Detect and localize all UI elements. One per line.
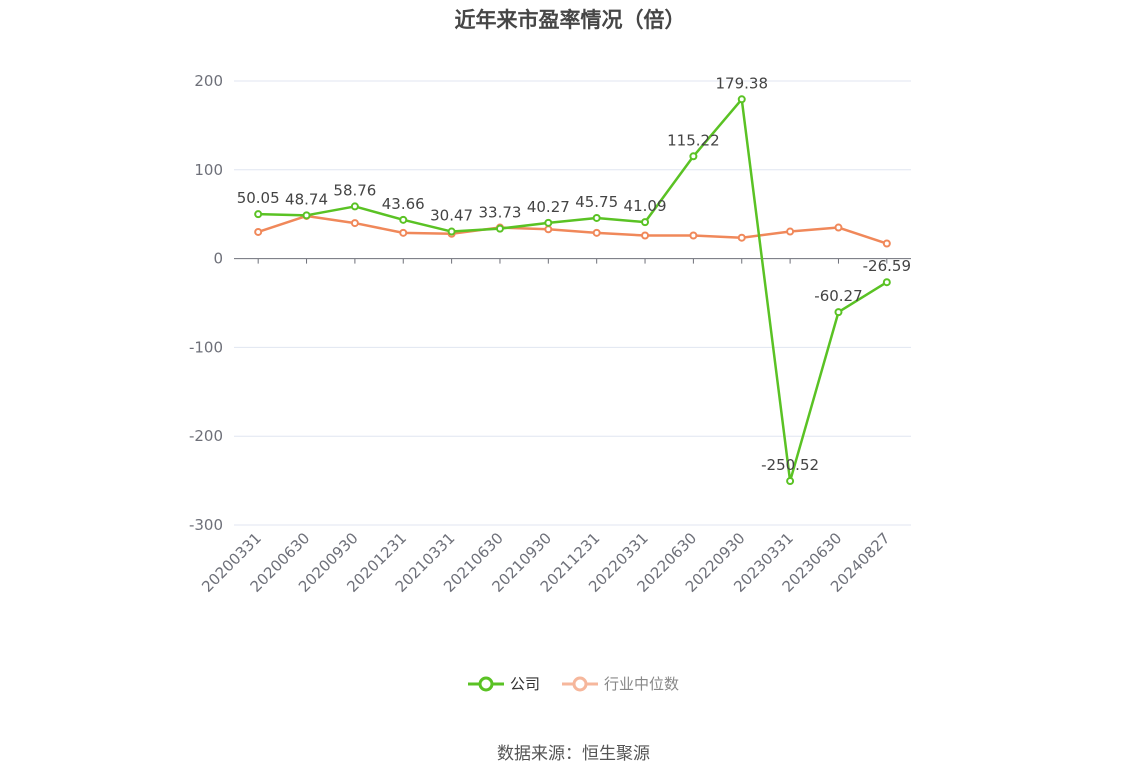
- data-point-industry-median: [544, 225, 553, 234]
- data-point-company: [689, 152, 698, 161]
- data-label: 41.09: [624, 197, 667, 215]
- y-tick-label: 100: [194, 161, 223, 179]
- data-label: 45.75: [575, 193, 618, 211]
- data-source: 数据来源：恒生聚源: [497, 744, 650, 764]
- company-line-icon: [467, 676, 504, 691]
- data-point-company: [882, 278, 891, 287]
- data-point-industry-median: [350, 219, 359, 228]
- data-label: 43.66: [382, 195, 425, 213]
- data-point-industry-median: [882, 239, 891, 248]
- data-label: 40.27: [527, 198, 570, 216]
- grid-lines: [234, 80, 911, 526]
- data-point-company: [786, 477, 795, 486]
- data-point-industry-median: [399, 228, 408, 237]
- data-label: 179.38: [716, 74, 769, 92]
- y-tick-label: -200: [189, 427, 223, 445]
- y-tick-label: -300: [189, 516, 223, 534]
- series-lines: [254, 95, 891, 486]
- legend-item-company[interactable]: 公司: [467, 673, 540, 694]
- data-label: 50.05: [237, 189, 280, 207]
- data-label: -60.27: [814, 287, 862, 305]
- data-point-company: [254, 210, 263, 219]
- data-label: 48.74: [285, 190, 328, 208]
- data-point-company: [737, 95, 746, 104]
- legend-label-company: 公司: [509, 675, 540, 693]
- data-point-company: [592, 213, 601, 222]
- data-point-company: [544, 218, 553, 227]
- data-point-industry-median: [786, 227, 795, 236]
- industry-median-line-icon: [562, 676, 598, 691]
- data-label: 33.73: [478, 204, 521, 222]
- data-point-company: [834, 308, 843, 317]
- data-label: -26.59: [863, 257, 911, 275]
- data-point-industry-median: [737, 233, 746, 242]
- legend-item-industry-median[interactable]: 行业中位数: [562, 673, 679, 694]
- data-label: 30.47: [430, 207, 473, 225]
- data-labels: 50.05 48.74 58.76 43.66 30.47 33.73 40.27 45.75…: [237, 74, 911, 474]
- data-point-company: [350, 202, 359, 211]
- y-tick-label: -100: [189, 338, 223, 356]
- data-label: 58.76: [333, 181, 376, 199]
- legend-label-industry-median: 行业中位数: [604, 675, 680, 693]
- data-point-company: [641, 218, 650, 227]
- data-point-industry-median: [592, 228, 601, 237]
- data-point-company: [399, 215, 408, 224]
- y-tick-label: 0: [213, 250, 223, 268]
- axes: 2001000-100-200-300202003312020063020200…: [189, 72, 894, 596]
- data-point-company: [447, 227, 456, 236]
- data-point-industry-median: [834, 223, 843, 232]
- data-point-company: [495, 224, 504, 233]
- legend: 公司 行业中位数: [0, 673, 1147, 694]
- data-point-industry-median: [641, 231, 650, 240]
- y-tick-label: 200: [194, 72, 223, 90]
- chart-title: 近年来市盈率情况（倍）: [454, 8, 686, 32]
- series-line-company: [258, 98, 888, 483]
- data-point-industry-median: [254, 227, 263, 236]
- data-point-industry-median: [689, 231, 698, 240]
- series-line-industry-median: [257, 214, 888, 245]
- data-label: -250.52: [761, 456, 819, 474]
- data-label: 115.22: [667, 131, 720, 149]
- data-point-company: [302, 211, 311, 220]
